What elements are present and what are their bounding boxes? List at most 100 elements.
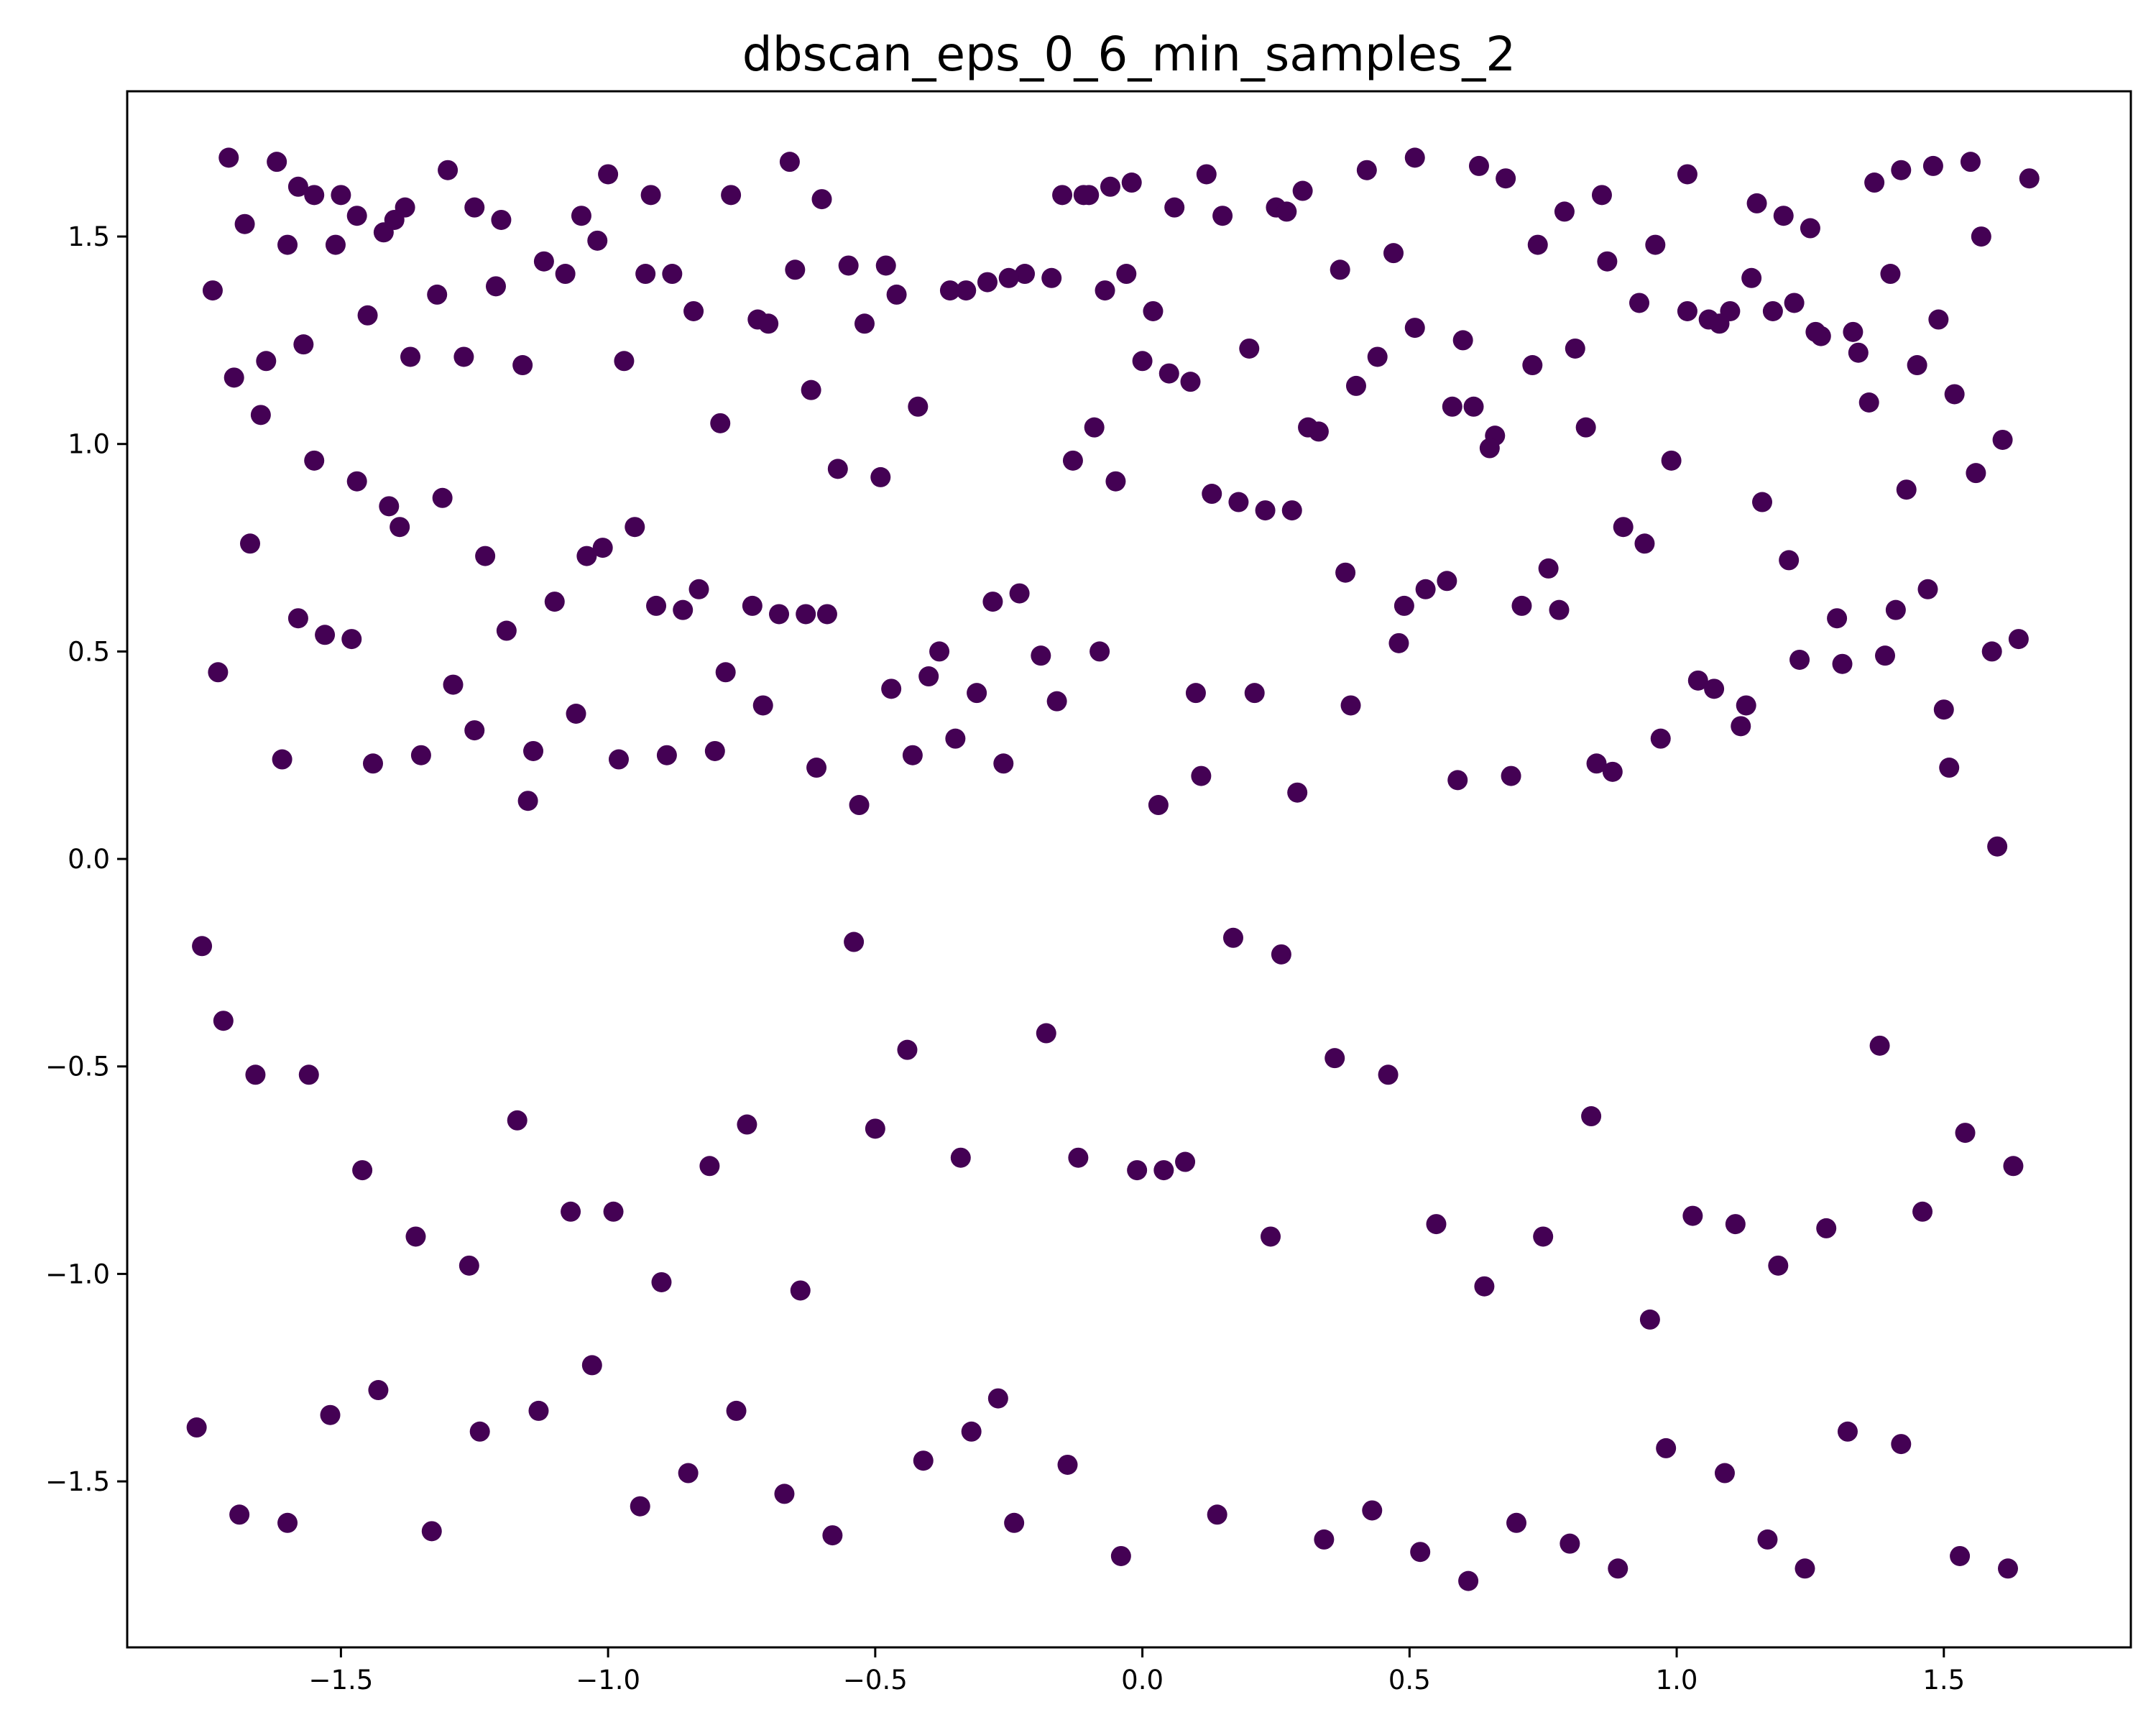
data-point <box>287 176 308 197</box>
data-point <box>603 1201 624 1222</box>
data-point <box>1554 201 1575 222</box>
data-point <box>1046 691 1067 712</box>
data-point <box>1175 1151 1196 1172</box>
data-point <box>662 264 683 285</box>
data-point <box>1987 836 2008 857</box>
data-point <box>576 546 597 566</box>
data-point <box>1880 264 1901 285</box>
data-point <box>998 267 1019 288</box>
data-point <box>277 1512 298 1533</box>
data-point <box>1345 375 1366 396</box>
data-point <box>961 1421 982 1442</box>
data-point <box>1415 579 1436 599</box>
data-point <box>1602 761 1623 782</box>
data-point <box>250 405 271 426</box>
data-point <box>1276 201 1297 222</box>
data-point <box>752 695 773 716</box>
data-point <box>1992 429 2013 450</box>
data-point <box>1180 372 1201 392</box>
data-point <box>1378 1064 1399 1085</box>
x-tick-label: −1.0 <box>576 1665 640 1696</box>
data-point <box>822 1525 843 1546</box>
data-point <box>234 213 255 234</box>
data-point <box>1458 1570 1479 1591</box>
data-point <box>587 230 608 251</box>
data-point <box>357 305 378 326</box>
data-point <box>1041 267 1062 288</box>
data-point <box>1741 267 1762 288</box>
data-point <box>427 284 448 305</box>
data-point <box>459 1255 479 1276</box>
x-tick-label: 1.5 <box>1922 1665 1965 1696</box>
data-point <box>1575 417 1596 438</box>
data-point <box>1261 1226 1281 1247</box>
data-point <box>1709 313 1730 334</box>
data-point <box>1907 355 1927 376</box>
data-point <box>1404 147 1425 168</box>
x-tick-label: 0.0 <box>1121 1665 1164 1696</box>
data-point <box>1330 259 1350 280</box>
data-point <box>1832 653 1853 674</box>
data-point <box>1773 206 1794 226</box>
data-point <box>977 272 998 293</box>
data-point <box>186 1417 207 1438</box>
data-point <box>1591 185 1612 206</box>
data-point <box>865 1118 885 1139</box>
data-point <box>1164 197 1185 218</box>
data-point <box>256 351 277 372</box>
data-point <box>1533 1226 1554 1247</box>
data-point <box>1463 396 1484 417</box>
data-point <box>811 189 832 210</box>
data-point <box>1073 185 1094 206</box>
data-point <box>1731 716 1751 737</box>
data-point <box>1511 595 1532 616</box>
data-point <box>1196 164 1217 185</box>
data-point <box>704 740 725 761</box>
data-point <box>1479 438 1500 459</box>
data-point <box>379 496 400 517</box>
data-point <box>1335 562 1356 583</box>
data-point <box>598 164 619 185</box>
data-point <box>1271 944 1291 965</box>
data-point <box>1062 450 1083 471</box>
data-point <box>1682 1205 1703 1226</box>
data-point <box>1031 645 1051 666</box>
data-point <box>1843 321 1864 342</box>
data-point <box>464 197 485 218</box>
y-tick-label: 1.5 <box>68 221 110 252</box>
data-point <box>1560 1533 1580 1554</box>
y-tick-label: 0.0 <box>68 844 110 875</box>
data-point <box>1281 500 1302 521</box>
data-point <box>1998 1558 2019 1579</box>
data-point <box>1132 351 1153 372</box>
data-point <box>1239 338 1260 359</box>
data-point <box>1426 1214 1447 1235</box>
data-point <box>1891 1434 1912 1455</box>
data-point <box>1036 1023 1056 1044</box>
data-point <box>1244 683 1265 704</box>
data-point <box>390 517 410 538</box>
data-point <box>1981 641 2002 662</box>
data-point <box>491 209 512 230</box>
data-point <box>1202 484 1222 505</box>
data-point <box>581 1355 602 1376</box>
data-point <box>1752 492 1773 512</box>
data-point <box>625 517 645 538</box>
data-point <box>881 678 902 699</box>
data-point <box>683 300 704 321</box>
data-point <box>1158 363 1179 384</box>
data-point <box>721 185 742 206</box>
data-point <box>229 1504 250 1525</box>
data-point <box>902 745 923 765</box>
data-point <box>1656 1438 1677 1458</box>
data-point <box>1581 1106 1602 1127</box>
data-point <box>2008 629 2029 650</box>
data-point <box>245 1064 266 1085</box>
data-point <box>1800 218 1820 239</box>
data-point <box>1468 155 1489 176</box>
data-point <box>908 396 929 417</box>
data-point <box>630 1496 650 1517</box>
data-point <box>512 355 533 376</box>
data-point <box>239 533 260 554</box>
data-point <box>1522 355 1543 376</box>
